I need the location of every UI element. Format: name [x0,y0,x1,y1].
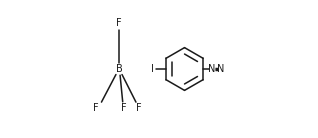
Text: F: F [136,103,142,113]
Text: I: I [151,64,154,74]
Text: N: N [218,64,225,74]
Text: B: B [116,64,122,74]
Text: F: F [121,103,127,113]
Text: F: F [116,18,122,28]
Text: N: N [208,64,216,74]
Text: F: F [93,103,99,113]
